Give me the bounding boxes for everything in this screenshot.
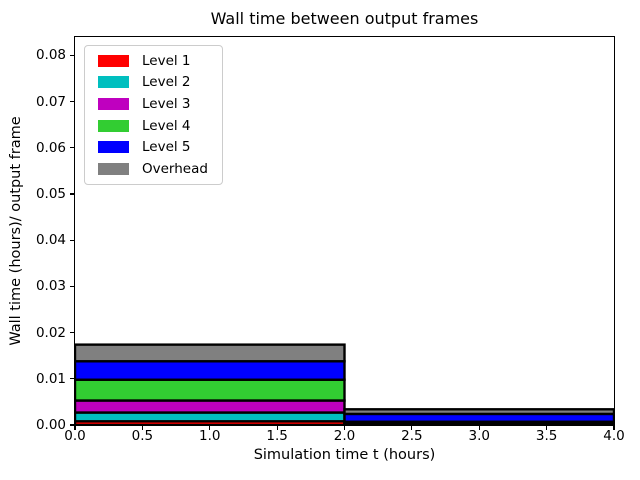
legend-label: Level 3 bbox=[142, 95, 191, 112]
x-tick-mark bbox=[613, 426, 615, 431]
y-tick-mark bbox=[70, 193, 74, 195]
x-tick-label: 2.5 bbox=[401, 428, 423, 444]
bar-segment bbox=[74, 359, 346, 381]
x-tick-label: 0.5 bbox=[131, 428, 154, 444]
x-tick-label: 1.5 bbox=[266, 428, 288, 444]
x-axis-label: Simulation time t (hours) bbox=[253, 447, 436, 463]
y-tick-mark bbox=[70, 101, 74, 103]
legend-entry: Level 2 bbox=[98, 72, 208, 94]
legend-label: Level 1 bbox=[142, 52, 191, 69]
y-tick-label: 0.08 bbox=[35, 47, 66, 64]
legend: Level 1 Level 2 Level 3 Level 4 Level 5 Overh… bbox=[84, 45, 223, 185]
bar-segment bbox=[74, 410, 346, 423]
legend-entry: Level 1 bbox=[98, 50, 208, 72]
y-tick-label: 0.00 bbox=[35, 417, 66, 433]
chart-title: Wall time between output frames bbox=[210, 9, 479, 28]
y-tick-mark bbox=[70, 424, 74, 426]
y-tick-mark bbox=[70, 239, 74, 241]
x-tick-mark bbox=[276, 426, 278, 431]
legend-swatch-icon bbox=[98, 76, 129, 89]
y-tick-label: 0.01 bbox=[35, 370, 66, 387]
x-tick-mark bbox=[546, 426, 548, 431]
y-tick-label: 0.05 bbox=[35, 186, 66, 203]
legend-swatch-icon bbox=[98, 54, 129, 67]
legend-swatch-icon bbox=[98, 97, 129, 110]
x-tick-label: 3.5 bbox=[535, 428, 558, 444]
bar-segment bbox=[342, 407, 614, 415]
legend-entry: Level 3 bbox=[98, 93, 208, 115]
x-tick-mark bbox=[209, 426, 211, 431]
x-tick-mark bbox=[74, 426, 76, 431]
y-tick-mark bbox=[70, 54, 74, 57]
legend-entry: Level 5 bbox=[98, 136, 208, 158]
y-tick-label: 0.03 bbox=[35, 278, 66, 295]
legend-swatch-icon bbox=[98, 162, 129, 175]
x-tick-label: 4.0 bbox=[603, 428, 625, 444]
legend-label: Overhead bbox=[142, 160, 208, 177]
bar-segment bbox=[74, 398, 346, 414]
x-tick-label: 0.0 bbox=[64, 428, 86, 444]
legend-swatch-icon bbox=[98, 119, 129, 132]
y-tick-label: 0.06 bbox=[35, 139, 66, 156]
y-tick-label: 0.02 bbox=[35, 324, 66, 341]
legend-label: Level 4 bbox=[142, 117, 191, 134]
y-tick-mark bbox=[70, 332, 74, 334]
bar-segment bbox=[74, 378, 346, 402]
y-tick-mark bbox=[70, 378, 74, 380]
y-tick-label: 0.07 bbox=[35, 93, 66, 110]
y-tick-mark bbox=[70, 147, 74, 149]
legend-entry: Overhead bbox=[98, 158, 208, 180]
legend-label: Level 5 bbox=[142, 139, 191, 156]
x-tick-label: 1.0 bbox=[199, 428, 221, 444]
legend-entry: Level 4 bbox=[98, 115, 208, 137]
x-tick-mark bbox=[343, 426, 346, 431]
y-tick-label: 0.04 bbox=[35, 232, 66, 249]
x-tick-label: 3.0 bbox=[468, 428, 490, 444]
bar-segment bbox=[74, 343, 346, 363]
y-tick-mark bbox=[70, 285, 74, 288]
x-tick-mark bbox=[141, 426, 143, 431]
plot-area bbox=[73, 35, 615, 426]
x-tick-label: 2.0 bbox=[333, 428, 356, 444]
x-tick-mark bbox=[411, 426, 413, 431]
x-tick-mark bbox=[478, 426, 480, 431]
legend-label: Level 2 bbox=[142, 74, 191, 91]
legend-swatch-icon bbox=[98, 141, 129, 154]
stacked-bars-svg bbox=[74, 343, 614, 425]
